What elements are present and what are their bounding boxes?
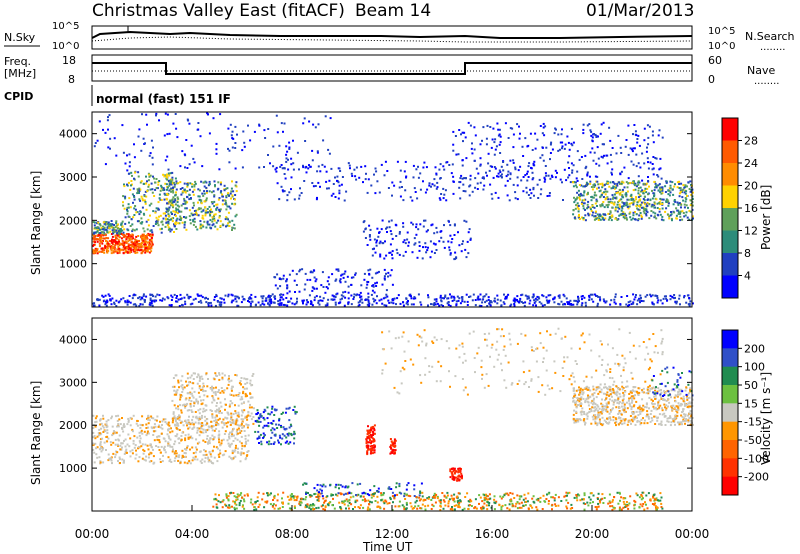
velocity-colorbar: 200 100 50 15 -15 -50 -100 -200 (721, 329, 769, 496)
colorbar-tick-label: 200 (744, 342, 765, 355)
colorbar-tick-label: -100 (744, 452, 769, 465)
nave-label: Nave (747, 64, 775, 77)
power-colorbar-label: Power [dB] (759, 185, 773, 250)
nave-tick-low: 0 (708, 73, 715, 86)
ytick-label: 1000 (59, 462, 87, 475)
ytick-label: 3000 (59, 376, 87, 389)
freq-trace (92, 62, 692, 75)
colorbar-tick-label: 15 (744, 397, 758, 410)
ytick-label: 4000 (59, 128, 87, 141)
xtick-label: 20:00 (575, 527, 610, 541)
noise-tick-low-right: 10^0 (708, 41, 735, 52)
colorbar-segment (722, 366, 738, 386)
colorbar-segment (722, 253, 738, 276)
power-colorbar: 28 24 20 16 12 8 4 (721, 117, 758, 299)
freq-unit: [MHz] (4, 67, 36, 80)
colorbar-tick-label: 16 (744, 202, 758, 215)
ytick-label: 3000 (59, 171, 87, 184)
xtick-label: 16:00 (475, 527, 510, 541)
colorbar-segment (722, 458, 738, 478)
velocity-heatmap (91, 317, 694, 512)
colorbar-segment (722, 385, 738, 404)
colorbar-segment (722, 476, 738, 496)
xtick-label: 00:00 (75, 527, 110, 541)
velocity-pixels (92, 327, 694, 511)
colorbar-segment (722, 140, 738, 164)
nsearch-legend: ........ (760, 42, 785, 53)
colorbar-segment (722, 440, 738, 459)
nsky-trace (91, 30, 693, 39)
ytick-label: 1000 (59, 258, 87, 271)
colorbar-tick-label: 8 (744, 247, 751, 260)
colorbar-tick-label: 28 (744, 135, 758, 148)
colorbar-tick-label: 50 (744, 379, 758, 392)
colorbar-tick-label: 4 (744, 270, 751, 283)
plot-title: Christmas Valley East (fitACF) (92, 1, 345, 21)
colorbar-segment (722, 275, 738, 299)
colorbar-tick-label: 24 (744, 157, 758, 170)
noise-tick-high-right: 10^5 (708, 26, 735, 37)
noise-tick-high-left: 10^5 (52, 21, 79, 32)
colorbar-tick-label: 12 (744, 225, 758, 238)
date-label: 01/Mar/2013 (586, 1, 694, 21)
power-ylabel: Slant Range [km] (29, 171, 43, 275)
nsky-label: N.Sky (4, 31, 36, 44)
freq-tick-low: 8 (68, 73, 75, 86)
nave-legend: ........ (754, 76, 779, 87)
colorbar-segment (722, 348, 738, 368)
power-heatmap (91, 111, 694, 308)
xtick-label: 00:00 (675, 527, 710, 541)
velocity-xticks: 00:00 04:00 08:00 12:00 16:00 20:00 00:00 (75, 505, 710, 541)
colorbar-segment (722, 330, 738, 349)
xtick-label: 12:00 (375, 527, 410, 541)
nsearch-trace (91, 36, 693, 43)
colorbar-segment (722, 118, 738, 141)
cpid-label: CPID (4, 90, 33, 103)
beam-label: Beam 14 (355, 1, 431, 21)
colorbar-segment (722, 230, 738, 254)
colorbar-tick-label: -200 (744, 471, 769, 484)
power-yticks: 4000 3000 2000 1000 (59, 128, 692, 271)
nave-tick-high: 60 (708, 54, 722, 67)
power-pixels (92, 112, 694, 307)
xtick-label: 08:00 (275, 527, 310, 541)
colorbar-tick-label: -50 (744, 434, 762, 447)
power-plot-bg (92, 112, 692, 307)
ytick-label: 2000 (59, 419, 87, 432)
colorbar-tick-label: -15 (744, 416, 762, 429)
freq-label: Freq. (4, 55, 31, 68)
nsearch-label: N.Search (745, 30, 795, 43)
power-plot-frame (91, 111, 693, 308)
velocity-colorbar-label: Velocity [m s⁻¹] (759, 372, 773, 465)
colorbar-tick-label: 100 (744, 361, 765, 374)
colorbar-segment (722, 163, 738, 186)
freq-tick-high: 18 (62, 54, 76, 67)
velocity-yticks: 4000 3000 2000 1000 (59, 333, 692, 475)
colorbar-segment (722, 421, 738, 441)
freq-panel-frame (91, 54, 693, 82)
ytick-label: 2000 (59, 214, 87, 227)
velocity-ylabel: Slant Range [km] (29, 381, 43, 485)
noise-tick-low-left: 10^0 (52, 41, 79, 52)
velocity-xlabel: Time UT (362, 540, 413, 554)
colorbar-segment (722, 208, 738, 231)
colorbar-tick-label: 20 (744, 180, 758, 193)
xtick-label: 04:00 (175, 527, 210, 541)
cpid-text: normal (fast) 151 IF (96, 92, 231, 106)
colorbar-frame (721, 329, 739, 496)
colorbar-segment (722, 185, 738, 209)
ytick-label: 4000 (59, 333, 87, 346)
colorbar-segment (722, 403, 738, 423)
